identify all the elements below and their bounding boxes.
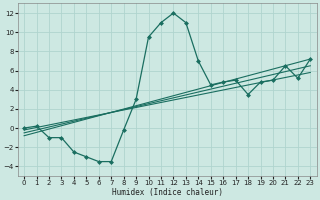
X-axis label: Humidex (Indice chaleur): Humidex (Indice chaleur) — [112, 188, 223, 197]
